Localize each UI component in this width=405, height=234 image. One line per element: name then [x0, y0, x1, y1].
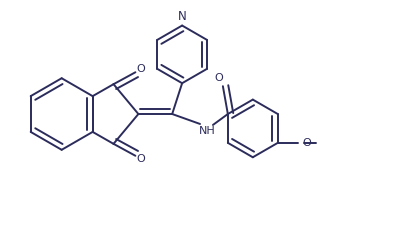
Text: NH: NH	[198, 126, 215, 136]
Text: O: O	[136, 154, 145, 164]
Text: O: O	[136, 64, 145, 74]
Text: O: O	[214, 73, 223, 83]
Text: N: N	[177, 10, 186, 23]
Text: O: O	[301, 138, 310, 148]
